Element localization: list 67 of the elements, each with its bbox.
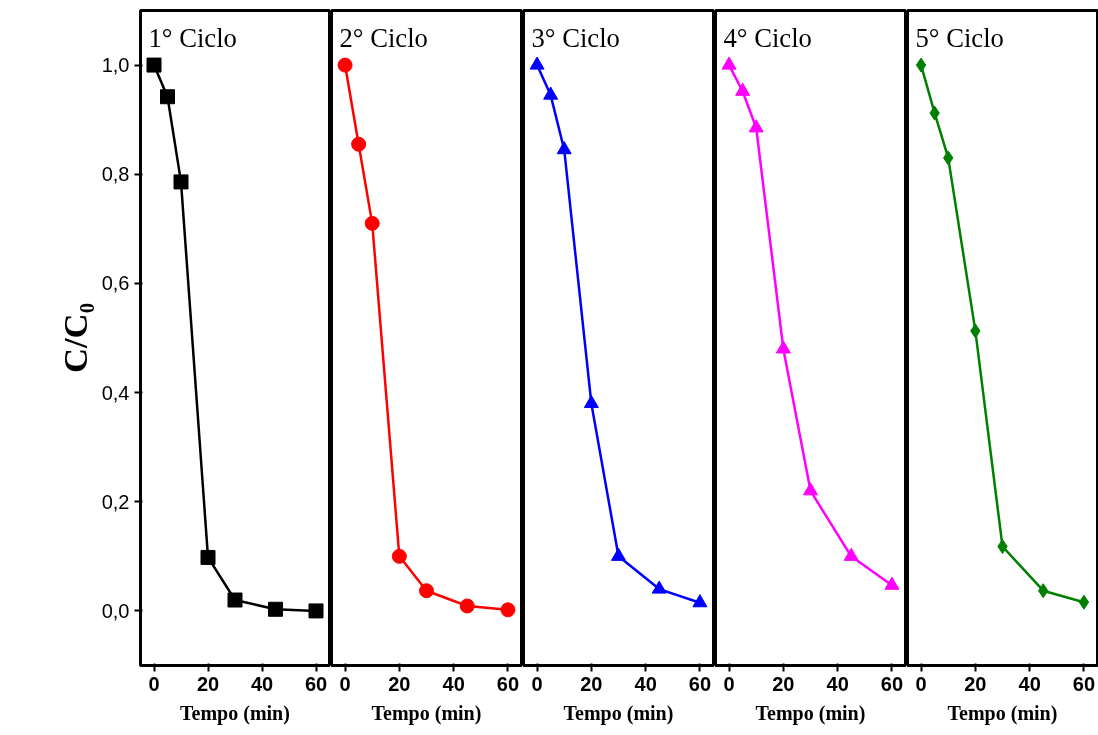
x-tick-label: 60 [880, 672, 904, 695]
point [200, 549, 216, 565]
x-axis-title: Tempo (min) [563, 701, 674, 725]
x-tick-label: 0 [915, 672, 927, 695]
point [543, 86, 559, 100]
point [556, 141, 572, 155]
point [1078, 594, 1090, 610]
point [843, 547, 859, 561]
y-tick-label: 1,0 [101, 54, 130, 77]
point [308, 603, 324, 619]
y-tick-label: 0,4 [101, 381, 130, 404]
point [268, 601, 283, 617]
x-tick-label: 20 [196, 672, 220, 695]
point [651, 580, 667, 594]
chart-title: 5° Ciclo [915, 22, 1004, 53]
x-tick-label: 40 [442, 672, 465, 695]
x-tick-label: 20 [580, 672, 603, 695]
point [337, 57, 353, 73]
point [692, 594, 708, 608]
chart-title: 2° Ciclo [339, 22, 428, 53]
point [884, 576, 900, 590]
point [227, 592, 243, 608]
x-tick-label: 40 [634, 672, 657, 695]
point [419, 583, 434, 599]
x-tick-label: 0 [339, 672, 351, 695]
chart-title: 1° Ciclo [148, 22, 237, 53]
point [529, 56, 545, 70]
x-axis-title: Tempo (min) [371, 701, 482, 725]
x-tick-label: 0 [723, 672, 735, 695]
chart-title: 3° Ciclo [531, 22, 620, 53]
x-tick-label: 40 [826, 672, 849, 695]
point [735, 82, 751, 96]
chart-title: 4° Ciclo [723, 22, 812, 53]
y-axis-title: C/C₀ [55, 302, 94, 374]
x-tick-label: 60 [1072, 672, 1096, 695]
point [721, 56, 737, 70]
point [351, 136, 367, 152]
x-axis-title: Tempo (min) [755, 701, 866, 725]
x-tick-label: 60 [688, 672, 712, 695]
point [748, 119, 764, 133]
y-tick-label: 0,0 [101, 599, 130, 622]
x-tick-label: 40 [250, 672, 274, 695]
x-tick-label: 20 [388, 672, 411, 695]
x-tick-label: 0 [531, 672, 543, 695]
point [803, 482, 818, 496]
point [775, 340, 791, 354]
x-tick-label: 20 [772, 672, 795, 695]
point [500, 602, 516, 618]
point [364, 215, 380, 231]
point [583, 394, 599, 409]
x-tick-label: 60 [304, 672, 328, 695]
x-tick-label: 0 [148, 672, 160, 695]
y-tick-label: 0,6 [101, 272, 130, 295]
x-tick-label: 20 [964, 672, 987, 695]
point [459, 598, 475, 614]
point [160, 89, 175, 105]
point [611, 547, 626, 561]
x-tick-label: 60 [496, 672, 520, 695]
y-tick-label: 0,8 [101, 163, 130, 186]
point [915, 57, 927, 73]
point [146, 57, 162, 73]
point [391, 548, 407, 564]
x-axis-title: Tempo (min) [947, 701, 1058, 725]
x-axis-title: Tempo (min) [180, 701, 290, 725]
y-tick-label: 0,2 [101, 490, 130, 513]
point [173, 174, 189, 190]
x-tick-label: 40 [1018, 672, 1041, 695]
